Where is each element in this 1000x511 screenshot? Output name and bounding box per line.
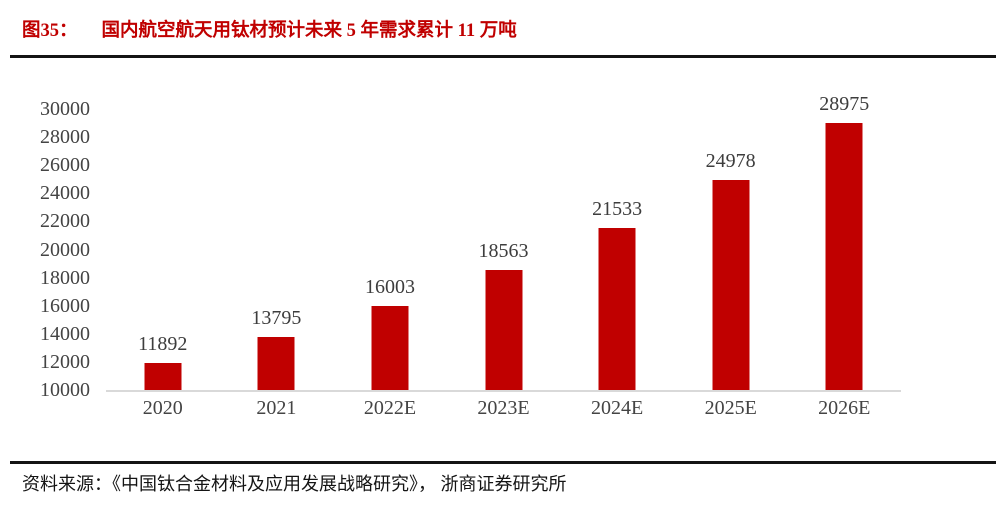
figure-title: 国内航空航天用钛材预计未来 5 年需求累计 11 万吨 — [101, 21, 517, 41]
bar-column: 18563 2023E — [447, 109, 561, 419]
figure-header: 图35： 国内航空航天用钛材预计未来 5 年需求累计 11 万吨 — [22, 16, 517, 42]
x-tick-label: 2021 — [256, 397, 297, 419]
y-axis: 10000 12000 14000 16000 18000 20000 22000 24000… — [0, 98, 90, 401]
bar — [371, 305, 409, 390]
footer-divider-line — [10, 461, 996, 464]
bar-column: 11892 2020 — [106, 109, 220, 419]
x-tick-label: 2023E — [477, 397, 530, 419]
x-tick-label: 2020 — [142, 397, 183, 419]
figure-number-label: 图35： — [22, 21, 78, 41]
y-tick-label: 30000 — [40, 98, 90, 120]
bar-value-label: 24978 — [705, 149, 756, 172]
plot-area: 11892 2020 13795 2021 16003 2022E 18563 2023E 21… — [106, 93, 901, 419]
x-tick-label: 2026E — [818, 397, 871, 419]
x-tick-label: 2024E — [590, 397, 644, 419]
bar — [598, 228, 636, 390]
bar — [825, 123, 863, 390]
bar-column: 28975 2026E — [787, 93, 901, 419]
bar — [485, 269, 523, 390]
bar-value-label: 28975 — [819, 93, 870, 116]
bar-column: 24978 2025E — [674, 109, 788, 419]
y-tick-label: 22000 — [40, 210, 90, 233]
bar-column: 21533 2024E — [560, 109, 674, 419]
bar — [257, 336, 295, 390]
bar-value-label: 13795 — [251, 306, 302, 329]
bar — [712, 179, 750, 390]
y-tick-label: 20000 — [40, 238, 90, 261]
y-tick-label: 26000 — [40, 154, 90, 177]
y-tick-label: 16000 — [40, 294, 90, 317]
y-tick-label: 10000 — [40, 379, 90, 401]
bar-value-label: 21533 — [592, 197, 643, 220]
y-tick-label: 24000 — [40, 182, 90, 205]
y-tick-label: 14000 — [40, 322, 90, 345]
y-tick-label: 12000 — [40, 350, 90, 373]
source-text: 资料来源：《中国钛合金材料及应用发展战略研究》， 浙商证券研究所 — [22, 474, 567, 494]
bar — [144, 363, 182, 390]
bar-value-label: 18563 — [478, 239, 529, 262]
title-divider-line — [10, 55, 996, 58]
bar-column: 13795 2021 — [220, 109, 334, 419]
bar-value-label: 11892 — [138, 333, 188, 356]
x-tick-label: 2022E — [363, 397, 417, 419]
y-tick-label: 18000 — [40, 266, 90, 289]
bar-value-label: 16003 — [364, 275, 415, 298]
y-tick-label: 28000 — [40, 126, 90, 149]
x-tick-label: 2025E — [704, 397, 757, 419]
bar-column: 16003 2022E — [333, 109, 447, 419]
